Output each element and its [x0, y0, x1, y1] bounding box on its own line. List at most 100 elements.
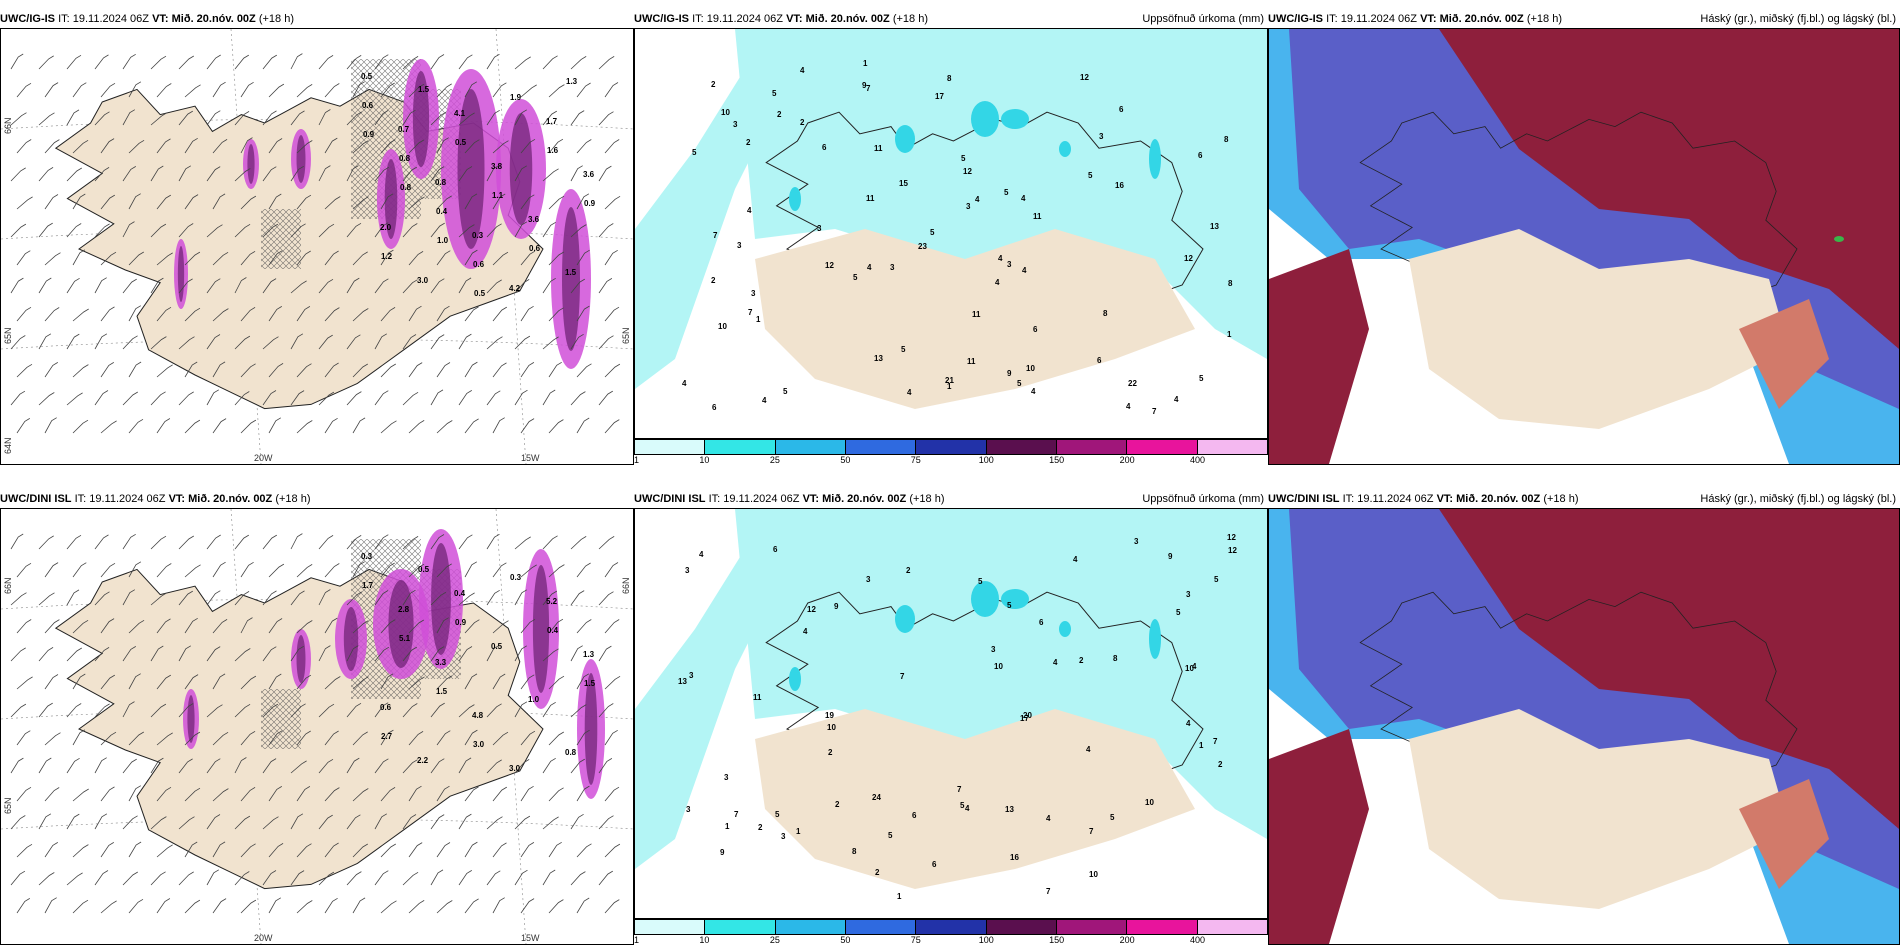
wind-barb: [128, 139, 145, 154]
wind-barb: [156, 786, 172, 802]
precip-number: 4: [1022, 266, 1027, 275]
precip-value: 1.9: [510, 93, 522, 102]
wind-barb: [514, 701, 528, 718]
precip-value: 2.8: [398, 605, 410, 614]
wind-barb: [10, 112, 27, 126]
wind-barb: [94, 647, 110, 662]
precip-number: 1: [725, 822, 730, 831]
wind-barb: [290, 590, 305, 606]
wind-barb: [268, 673, 282, 690]
precip-legend: 1 10 25 50 75 100 150 200 400: [634, 919, 1268, 945]
model-name: UWC/IG-IS: [634, 13, 689, 25]
precip-number: 2: [1218, 760, 1223, 769]
wind-barb: [380, 900, 397, 914]
wind-barb: [576, 673, 590, 690]
precip-number: 12: [1228, 546, 1237, 555]
precip-number: 3: [966, 202, 971, 211]
wind-barb: [576, 249, 590, 266]
wind-barb: [402, 646, 418, 662]
wind-barb: [570, 813, 584, 830]
precip-number: 6: [1119, 105, 1124, 114]
wind-barb: [262, 816, 279, 830]
precip-number: 10: [994, 662, 1003, 671]
wind-barb: [374, 333, 388, 350]
legend-swatch: [986, 920, 1057, 934]
wind-barb: [150, 112, 167, 126]
precip-number: 8: [1228, 279, 1233, 288]
precip-number: 8: [947, 74, 952, 83]
wind-barb: [206, 590, 221, 606]
wind-barb: [408, 362, 423, 378]
precip-max-cell: [1001, 109, 1029, 129]
wind-barb: [16, 250, 31, 266]
wind-barb: [408, 900, 425, 914]
precip-number: 2: [875, 868, 880, 877]
precip-number: 10: [1089, 870, 1098, 879]
precip-number: 5: [783, 387, 788, 396]
precip-number: 21: [945, 376, 954, 385]
wind-barb: [150, 277, 164, 294]
precip-value: 0.3: [361, 552, 373, 561]
wind-barb: [576, 729, 590, 746]
precip-number: 4: [699, 550, 704, 559]
precip-max-cell: [1059, 141, 1071, 157]
wind-barb: [374, 110, 389, 126]
wind-barb: [16, 196, 33, 210]
precip-number: 5: [1214, 575, 1219, 584]
wind-barb: [548, 419, 564, 434]
wind-barb: [66, 703, 82, 718]
wind-barb: [128, 785, 142, 802]
wind-barb: [128, 731, 145, 746]
wind-barb: [430, 389, 444, 406]
wind-barb: [262, 223, 279, 238]
precip-value: 0.9: [455, 618, 467, 627]
precip-max-cell: [1149, 619, 1161, 659]
wind-barb: [402, 334, 417, 350]
wind-barb: [576, 562, 591, 578]
wind-barb: [436, 842, 451, 858]
wind-barb: [598, 335, 614, 350]
wind-barb: [178, 758, 193, 774]
wind-barb: [156, 563, 172, 578]
wind-barb: [262, 110, 277, 126]
precip-max-cell: [789, 667, 801, 691]
wind-barb: [458, 112, 475, 126]
wind-barb: [380, 420, 397, 434]
wind-barb: [576, 619, 592, 634]
wind-barb: [178, 110, 194, 126]
it-label: IT:: [74, 493, 87, 505]
wind-barb: [408, 196, 425, 210]
wind-barbs: [10, 533, 621, 914]
wind-barb: [240, 419, 257, 434]
wind-barb: [604, 729, 618, 746]
wind-barb: [128, 619, 145, 634]
wind-barb: [94, 757, 107, 774]
wind-barb: [184, 899, 201, 914]
wind-barb: [44, 362, 59, 378]
wind-barb: [268, 250, 283, 266]
wind-barb: [402, 703, 418, 718]
wind-barb: [352, 897, 366, 914]
precip-number: 3: [724, 773, 729, 782]
legend-tick: 100: [978, 455, 994, 465]
precip-number: 4: [1046, 814, 1051, 823]
precip-number: 13: [1005, 805, 1014, 814]
wind-barb: [206, 814, 221, 830]
wind-barb: [66, 333, 80, 350]
precip-number: 23: [918, 242, 927, 251]
lat-label: 65N: [3, 797, 13, 814]
wind-barb: [570, 645, 583, 662]
wind-barb: [598, 390, 614, 406]
precip-value: 0.5: [474, 289, 486, 298]
salmon-cloud-patch: [1739, 779, 1829, 889]
precip-core: [562, 207, 580, 351]
wind-barb: [296, 250, 311, 266]
wind-barb: [212, 251, 229, 266]
precip-band-west: [635, 29, 815, 389]
wind-barb: [184, 84, 201, 98]
wind-barb: [66, 647, 83, 662]
wind-barb: [100, 251, 117, 266]
wind-barb: [318, 758, 334, 774]
wind-barb: [486, 816, 503, 830]
wind-barb: [436, 362, 451, 378]
